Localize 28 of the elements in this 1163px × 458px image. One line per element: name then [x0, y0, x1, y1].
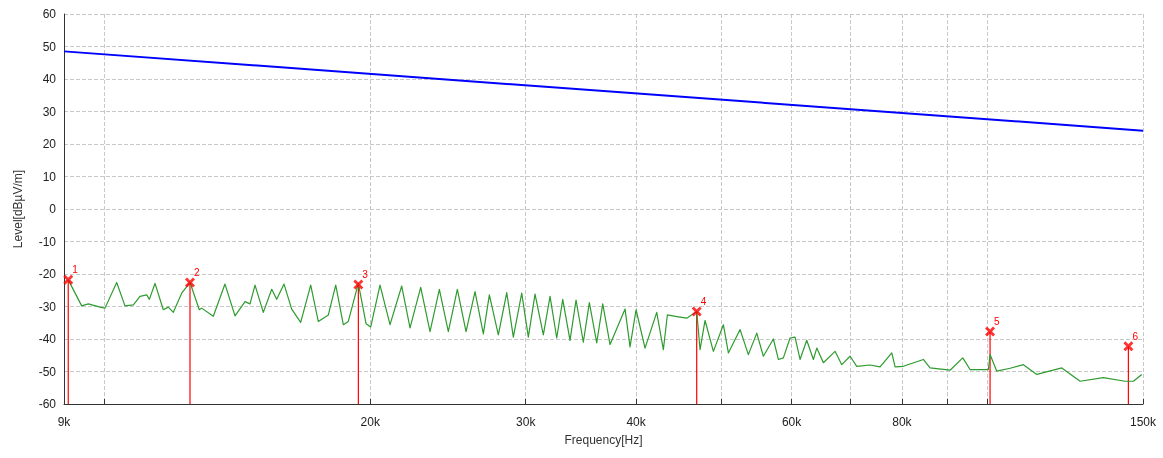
y-tick-label: -30: [38, 299, 57, 314]
x-tick-label: 150k: [1129, 415, 1158, 429]
y-tick-label: 20: [42, 137, 57, 151]
y-tick-label: 40: [42, 72, 57, 86]
annotation: 2: [193, 266, 200, 278]
x-tick-label: 80k: [892, 415, 913, 429]
y-tick-label: 30: [42, 104, 57, 119]
annotation: 6: [1132, 330, 1139, 342]
y-tick-label: 60: [42, 7, 57, 21]
y-tick-label: -40: [38, 332, 57, 346]
y-tick-label: 10: [42, 169, 57, 184]
y-tick-label: 50: [42, 39, 57, 54]
x-tick-label: 40k: [626, 415, 647, 429]
annotation: 3: [362, 268, 369, 280]
annotation: 4: [700, 295, 707, 307]
y-axis-title: Level[dBµV/m]: [11, 169, 25, 249]
y-tick-label: -10: [38, 234, 57, 249]
y-tick-label: -50: [38, 364, 57, 379]
y-tick-label: 0: [49, 202, 57, 216]
x-axis-title: Frequency[Hz]: [564, 433, 643, 447]
annotation: 1: [72, 264, 79, 276]
y-tick-label: -20: [38, 267, 57, 281]
annotation: 5: [994, 316, 1001, 328]
y-tick-label: -60: [38, 397, 57, 411]
x-tick-label: 30k: [516, 415, 537, 429]
x-tick-label: 20k: [360, 415, 381, 429]
x-tick-label: 9k: [57, 415, 72, 429]
x-tick-label: 60k: [781, 415, 803, 429]
